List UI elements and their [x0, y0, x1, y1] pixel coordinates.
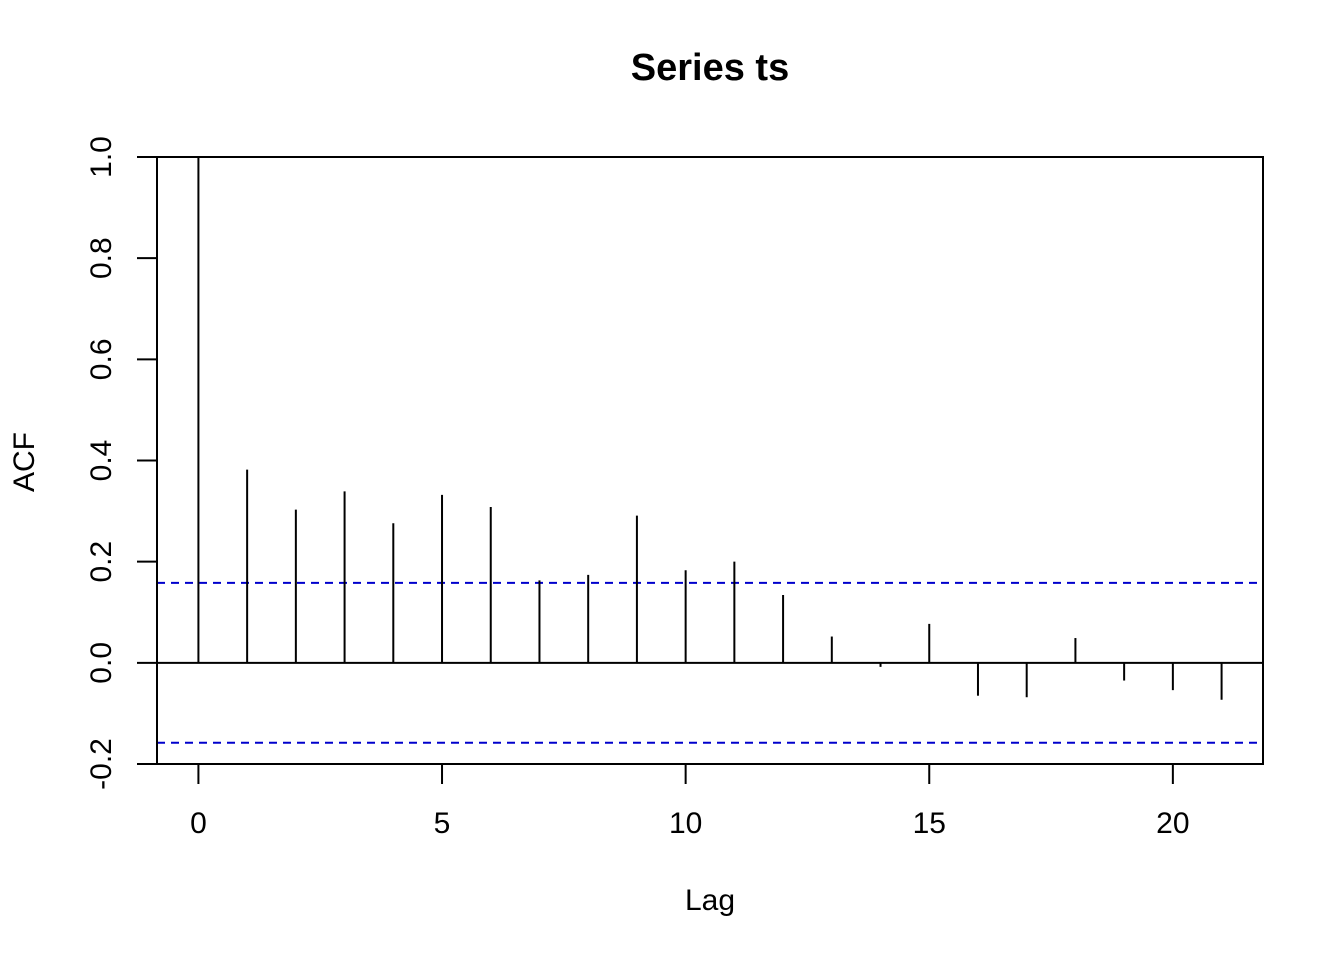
- x-tick-label: 5: [434, 807, 451, 840]
- y-tick-label: 0.8: [85, 237, 118, 279]
- y-tick-label: -0.2: [85, 738, 118, 790]
- y-tick-label: 0.2: [85, 541, 118, 583]
- chart-title: Series ts: [631, 47, 789, 89]
- x-tick-label: 15: [913, 807, 946, 840]
- y-axis: -0.2 0.0 0.2 0.4 0.6 0.8 1.0: [85, 136, 158, 790]
- x-tick-label: 10: [669, 807, 702, 840]
- y-tick-label: 0.6: [85, 338, 118, 380]
- plot-frame: [156, 156, 1264, 765]
- x-axis-label: Lag: [685, 884, 735, 917]
- chart-marks: [157, 157, 1263, 744]
- x-axis: 0 5 10 15 20: [190, 763, 1190, 840]
- x-tick-label: 0: [190, 807, 207, 840]
- y-tick-label: 1.0: [85, 136, 118, 178]
- y-tick-label: 0.0: [85, 642, 118, 684]
- y-axis-label: ACF: [8, 432, 41, 492]
- y-tick-label: 0.4: [85, 440, 118, 482]
- x-tick-label: 20: [1156, 807, 1189, 840]
